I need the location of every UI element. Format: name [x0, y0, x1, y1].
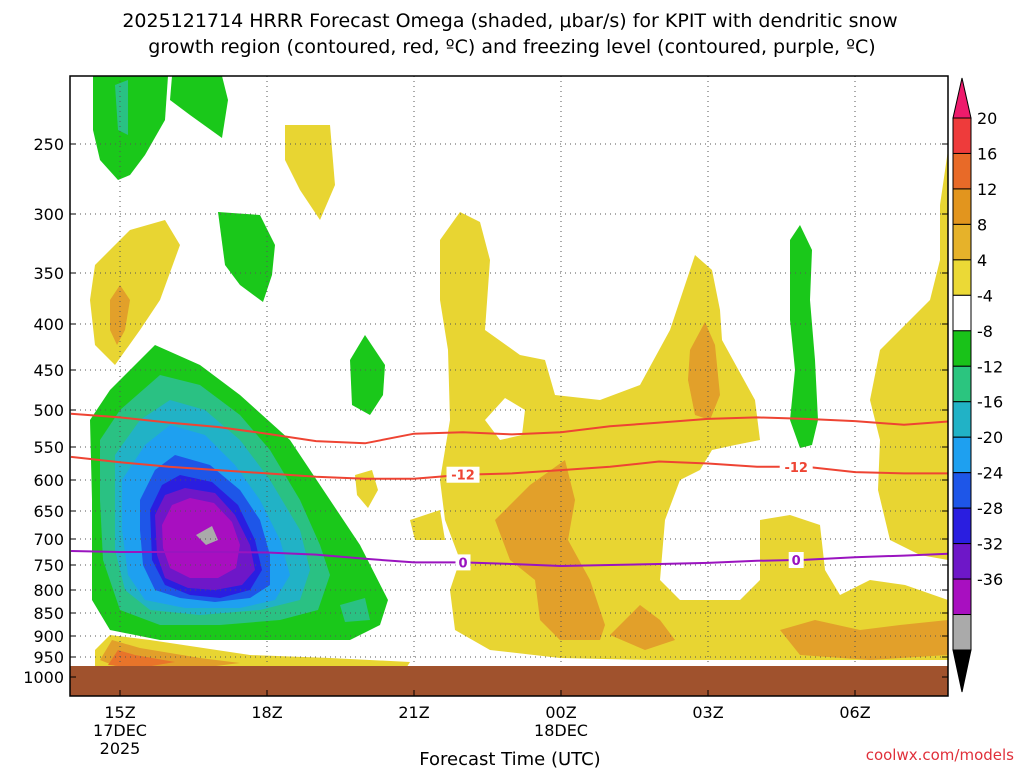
x-tick-label: 15Z	[104, 703, 135, 722]
x-tick-year: 2025	[100, 739, 141, 758]
omega-negative-36	[196, 526, 218, 545]
colorbar-box	[952, 578, 972, 616]
x-tick-label: 18Z	[251, 703, 282, 722]
colorbar-bottom-arrow	[952, 649, 972, 693]
contour-label-bg	[788, 552, 804, 569]
colorbar-label: -8	[977, 322, 993, 341]
colorbar-label: -16	[977, 393, 1003, 412]
y-tick-label: 950	[33, 648, 64, 667]
x-tick-label: 03Z	[692, 703, 723, 722]
x-tick-label: 06Z	[839, 703, 870, 722]
colorbar-label: 8	[977, 215, 987, 234]
colorbar-box	[952, 543, 972, 580]
colorbar-label: 20	[977, 109, 997, 128]
y-tick-label: 1000	[23, 668, 64, 687]
colorbar-box	[952, 330, 972, 367]
contour-freezing-level	[70, 550, 948, 568]
colorbar-label: -28	[977, 499, 1003, 518]
credit-text: coolwx.com/models	[866, 746, 1014, 764]
colorbar-box	[952, 472, 972, 509]
omega-positive-12-16	[108, 650, 175, 668]
contour-label: 0	[792, 554, 801, 569]
colorbar-label: -12	[977, 357, 1003, 376]
y-tick-label: 900	[33, 627, 64, 646]
colorbar-box	[952, 401, 972, 438]
contour-label-bg	[455, 554, 471, 571]
y-axis: 250 300 350 400 450 500 550 600 650 700 750 800 850 9…	[23, 135, 948, 687]
grid	[70, 76, 948, 696]
colorbar-label: 16	[977, 144, 997, 163]
colorbar-box	[952, 614, 972, 651]
contour-label-bg	[779, 458, 813, 475]
colorbar: 20 16 12 8 4 -4 -8 -12 -16 -20 -24 -28 -32 -36	[952, 77, 1003, 693]
contour-label: -12	[784, 461, 808, 476]
y-tick-label: 500	[33, 401, 64, 420]
omega-shading	[90, 76, 948, 670]
contour-label: -12	[451, 469, 475, 484]
colorbar-box	[952, 436, 972, 474]
omega-hole	[485, 398, 525, 440]
colorbar-top-arrow	[952, 77, 972, 119]
plot-frame	[69, 75, 949, 697]
y-tick-label: 450	[33, 361, 64, 380]
y-tick-label: 600	[33, 471, 64, 490]
contour-label-bg	[446, 466, 480, 483]
y-tick-label: 550	[33, 438, 64, 457]
ground-surface	[70, 666, 948, 696]
x-axis-label: Forecast Time (UTC)	[419, 749, 600, 768]
colorbar-box	[952, 152, 972, 190]
colorbar-label: -32	[977, 535, 1003, 554]
colorbar-box	[952, 507, 972, 545]
x-tick-label: 00Z	[545, 703, 576, 722]
colorbar-label: -20	[977, 428, 1003, 447]
x-tick-date: 18DEC	[534, 721, 588, 740]
chart-title-line2: growth region (contoured, red, ºC) and f…	[148, 36, 875, 58]
x-tick-date: 17DEC	[93, 721, 147, 740]
y-tick-label: 850	[33, 604, 64, 623]
y-tick-label: 250	[33, 135, 64, 154]
colorbar-box	[952, 223, 972, 261]
x-tick-label: 21Z	[398, 703, 429, 722]
colorbar-label: 4	[977, 251, 987, 270]
colorbar-box	[952, 117, 972, 154]
y-tick-label: 650	[33, 502, 64, 521]
colorbar-label: -36	[977, 570, 1003, 589]
y-tick-label: 700	[33, 530, 64, 549]
colorbar-label: -4	[977, 286, 993, 305]
contours: -12 -12 0 0	[70, 412, 948, 571]
contour-dgz-top	[70, 412, 948, 445]
y-tick-label: 350	[33, 264, 64, 283]
y-tick-label: 300	[33, 205, 64, 224]
colorbar-label: 12	[977, 180, 997, 199]
y-tick-label: 400	[33, 315, 64, 334]
colorbar-box	[952, 259, 972, 296]
contour-label: 0	[458, 556, 467, 571]
colorbar-label: -24	[977, 464, 1003, 483]
y-tick-label: 800	[33, 581, 64, 600]
colorbar-box	[952, 294, 972, 332]
y-tick-label: 750	[33, 556, 64, 575]
colorbar-box	[952, 365, 972, 403]
chart-title-line1: 2025121714 HRRR Forecast Omega (shaded, …	[122, 10, 897, 32]
colorbar-box	[952, 188, 972, 225]
